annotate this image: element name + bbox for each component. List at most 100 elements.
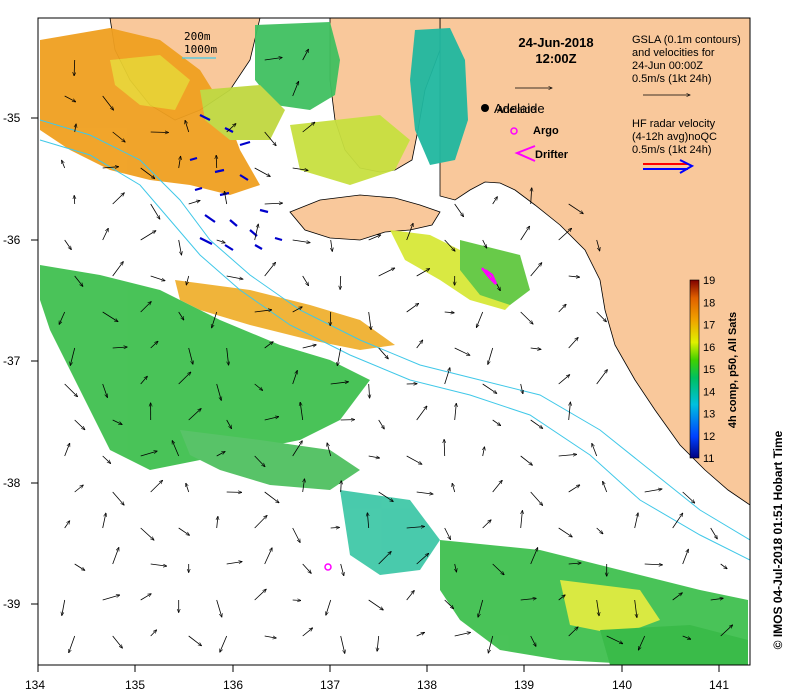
gsla-arrow [596, 599, 599, 616]
gsla-arrow [492, 563, 504, 575]
gsla-arrow [558, 527, 573, 537]
gsla-arrow [292, 167, 308, 170]
gsla-arrow [264, 131, 276, 146]
map-date: 24-Jun-2018 [518, 35, 593, 50]
gsla-arrow [444, 239, 455, 251]
gsla-arrow [634, 513, 638, 529]
hf-radar-legend: HF radar velocity (4-12h avg)noQC 0.5m/s… [632, 118, 717, 174]
gsla-arrow [682, 491, 695, 503]
drifter-legend-icon [514, 145, 536, 162]
gsla-arrow [188, 347, 193, 364]
lon-tick: 139 [514, 678, 534, 692]
lat-tick-labels: -35 -36 -37 -38 -39 [3, 111, 21, 611]
lon-tick: 141 [709, 678, 729, 692]
contour-200m-label: 200m [184, 30, 211, 43]
gsla-arrow [254, 455, 265, 467]
gsla-arrow [188, 201, 200, 205]
gsla-arrow [140, 594, 152, 601]
gsla-arrow [112, 347, 128, 348]
gsla-arrow [568, 627, 578, 637]
gsla-arrow [530, 263, 542, 277]
gsla-arrow [330, 382, 349, 385]
gsla-arrow [292, 600, 301, 601]
gsla-arrow [596, 239, 600, 251]
colorbar-label: 4h comp, p50, All Sats [727, 312, 739, 428]
bathymetry-legend: 200m 1000m [182, 30, 217, 59]
gsla-arrow [340, 275, 341, 289]
colorbar-tick: 18 [703, 297, 715, 309]
gsla-arrow [216, 155, 217, 169]
lat-tick: -38 [3, 476, 21, 490]
gsla-arrow [185, 120, 190, 133]
gsla-arrow [444, 599, 454, 609]
gsla-arrow [520, 598, 537, 600]
gsla-arrow [406, 527, 425, 529]
gsla-arrow [217, 516, 218, 529]
gsla-arrow [492, 419, 501, 426]
colorbar-tick: 14 [703, 386, 715, 398]
gsla-arrow [292, 239, 310, 243]
gsla-arrow [254, 383, 263, 390]
gsla-arrow [606, 635, 623, 644]
sst-patches [40, 22, 748, 665]
hf-radar-legend-line2: (4-12h avg)noQC [632, 131, 717, 143]
gsla-arrow [178, 311, 184, 320]
hf-radar-legend-line1: HF radar velocity [632, 118, 716, 130]
gsla-arrow [452, 483, 456, 493]
colorbar-tick: 16 [703, 342, 715, 354]
gsla-arrow [102, 383, 108, 398]
colorbar-tick: 19 [703, 275, 715, 287]
drifter-track [481, 267, 498, 285]
credit-text: © IMOS 04-Jul-2018 01:51 Hobart Time [771, 430, 785, 649]
argo-label: Argo [533, 125, 559, 137]
lon-tick: 138 [417, 678, 437, 692]
lat-tick: -36 [3, 233, 21, 247]
gsla-arrow [340, 635, 345, 653]
gsla-arrow [172, 441, 180, 457]
gsla-arrow [224, 191, 228, 205]
gsla-arrow [140, 451, 158, 457]
gsla-arrow [292, 307, 303, 313]
gsla-arrow [326, 599, 332, 615]
gsla-arrow [302, 628, 313, 637]
gsla-arrow [378, 347, 389, 359]
gsla-arrow [416, 406, 427, 421]
gsla-arrow [292, 81, 299, 97]
gsla-arrow [377, 635, 379, 651]
gsla-arrow [369, 383, 370, 398]
gsla-arrow [140, 167, 155, 179]
gsla-arrow [455, 403, 457, 421]
lon-axis [37, 665, 720, 672]
gsla-arrow [292, 441, 303, 457]
gsla-arrow [226, 347, 229, 365]
gsla-arrow [444, 439, 445, 457]
gsla-arrow [216, 383, 222, 400]
gsla-arrow [568, 338, 578, 349]
lon-tick: 134 [25, 678, 45, 692]
gsla-arrow [672, 513, 683, 529]
gsla-arrow [216, 452, 225, 457]
gsla-arrow [178, 239, 182, 255]
gsla-arrow [416, 491, 433, 494]
gsla-arrow [720, 625, 733, 637]
gsla-arrow [140, 527, 154, 540]
gsla-arrow [337, 347, 342, 366]
gsla-arrow [682, 635, 691, 639]
gsla-arrow [568, 563, 581, 564]
adelaide-marker [481, 104, 489, 112]
plot-frame [37, 17, 751, 666]
gsla-arrow [226, 124, 236, 133]
gsla-arrow [682, 549, 689, 565]
gsla-arrow [558, 595, 566, 601]
gsla-arrow [140, 376, 148, 385]
gsla-arrow [264, 635, 277, 638]
contour-200m [39, 119, 750, 541]
colorbar: 19 18 17 16 15 14 13 12 11 4h comp, p50, All Sat… [689, 275, 739, 465]
gsla-arrow [178, 372, 191, 385]
gsla-arrow [74, 59, 75, 76]
gsla-arrow [483, 447, 485, 457]
gsla-arrow [327, 443, 332, 457]
gsla-arrow [596, 370, 608, 385]
gsla-arrow [530, 348, 541, 349]
gsla-arrow [254, 589, 267, 601]
